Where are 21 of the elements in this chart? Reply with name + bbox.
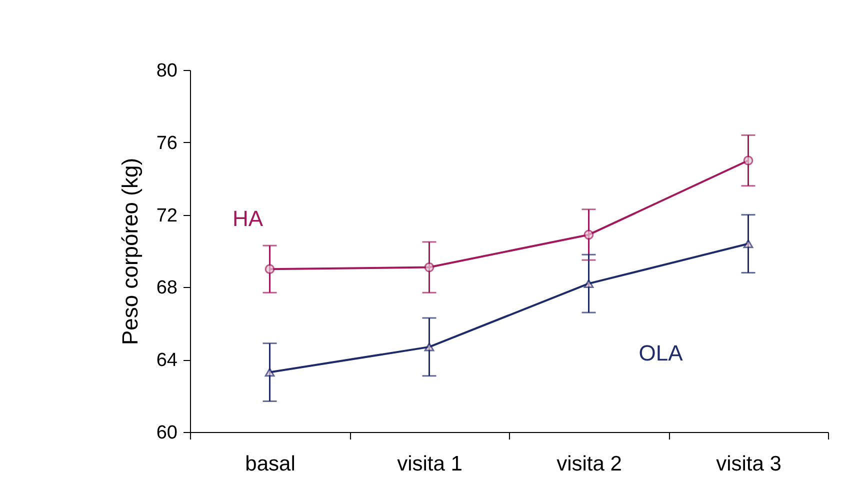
point [584,230,594,240]
point [264,368,275,377]
y-tick-label: 72 [156,205,178,226]
y-tick-label: 64 [156,350,178,372]
x-tick-label: visita 1 [397,452,462,476]
point [743,239,754,248]
y-tick-label: 68 [156,278,178,299]
x-tick-label: visita 2 [556,452,622,476]
y-axis-title: Peso corpóreo (kg) [117,158,142,346]
point [264,264,275,274]
point [424,262,434,272]
text: OLA [638,340,684,366]
point [743,156,754,166]
x-tick-label: basal [245,452,296,476]
point [584,279,594,288]
y-tick-label: 76 [156,132,178,154]
y-tick-label: 80 [156,60,178,82]
series-label: HA [232,206,264,232]
y-tick-label: 60 [156,422,178,444]
point [424,342,434,352]
x-tick-label: visita 3 [716,452,782,476]
